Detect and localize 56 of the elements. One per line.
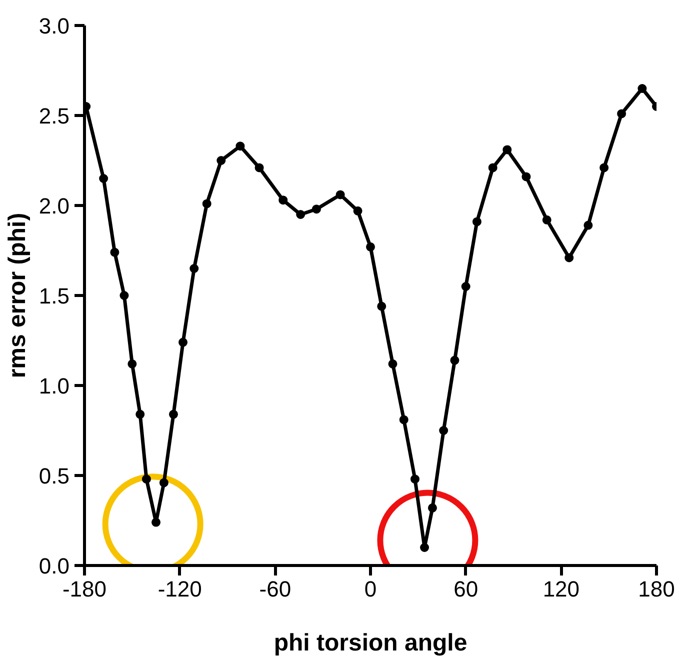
y-tick-label: 2.5	[38, 104, 70, 128]
x-tick-label: -120	[158, 576, 202, 602]
point	[638, 84, 647, 93]
point	[388, 359, 398, 368]
point	[128, 359, 137, 368]
point	[542, 215, 552, 224]
point	[296, 210, 306, 219]
point	[522, 172, 531, 182]
point	[178, 338, 188, 347]
point	[152, 518, 160, 527]
point	[399, 415, 408, 424]
point	[564, 253, 574, 262]
x-tick-label: -180	[62, 576, 107, 602]
point	[502, 145, 512, 154]
y-tick-label: 0.5	[38, 464, 70, 488]
point	[450, 356, 460, 365]
point	[120, 291, 129, 300]
point	[420, 543, 430, 552]
x-tick-label: 0	[364, 576, 377, 602]
point	[190, 264, 199, 273]
y-tick-label: 1.0	[38, 374, 70, 398]
point	[428, 503, 437, 512]
x-tick-label: 120	[542, 576, 580, 602]
point	[159, 478, 168, 488]
point	[110, 248, 120, 257]
point	[236, 142, 245, 151]
point	[584, 220, 593, 230]
point	[336, 190, 345, 200]
point	[142, 474, 151, 484]
y-tick-label: 1.5	[38, 284, 70, 308]
point	[278, 196, 288, 205]
point	[461, 282, 470, 291]
y-tick-label: 3.0	[38, 14, 70, 38]
y-tick-label: 2.0	[38, 194, 70, 218]
x-axis-title: phi torsion angle	[274, 630, 468, 656]
point	[254, 163, 264, 172]
point	[99, 174, 108, 183]
point	[202, 199, 212, 208]
point	[366, 242, 375, 252]
point	[377, 302, 386, 311]
y-tick-label: 0.0	[38, 554, 70, 578]
point	[488, 163, 498, 172]
y-axis-title: rms error (phi)	[4, 212, 31, 378]
point	[216, 156, 226, 165]
point	[312, 204, 321, 214]
point	[600, 163, 609, 172]
x-tick-label: 180	[638, 576, 675, 602]
point	[136, 410, 145, 419]
point	[472, 217, 482, 226]
point	[617, 109, 626, 118]
point	[353, 206, 362, 216]
x-tick-label: 60	[454, 576, 478, 602]
x-tick-label: -60	[259, 576, 292, 602]
point	[168, 410, 178, 419]
point	[439, 426, 448, 435]
point	[410, 474, 420, 484]
